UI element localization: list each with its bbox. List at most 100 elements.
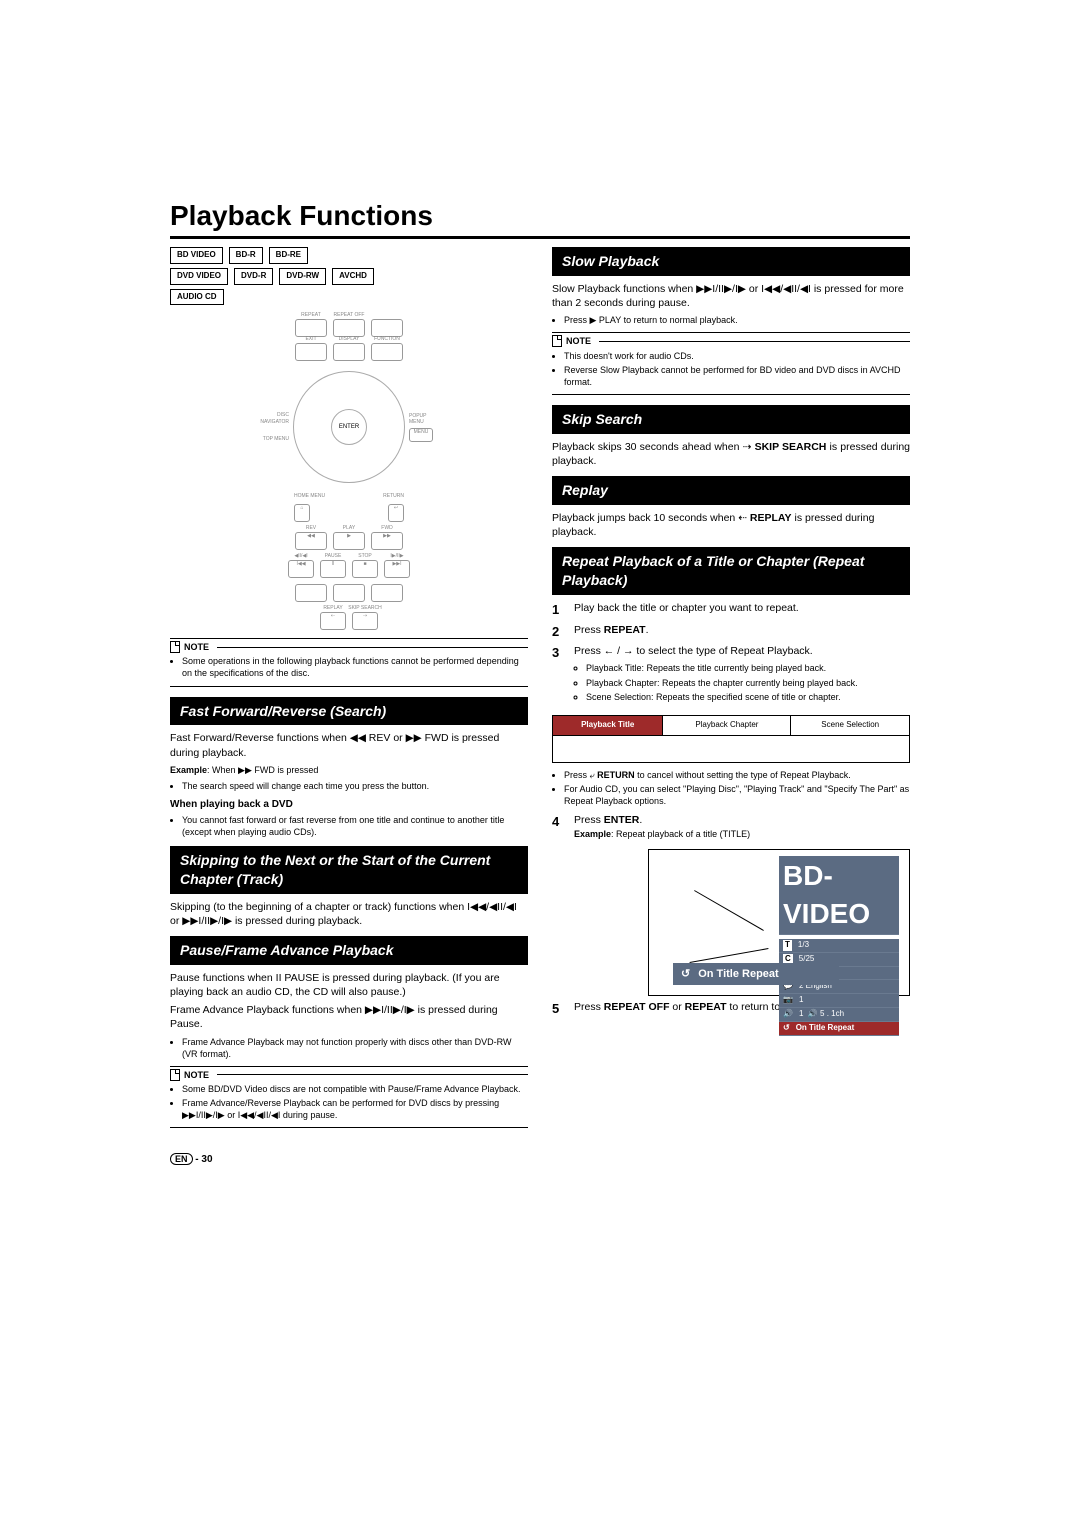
remote-btn-slowfwd: ▶▶I (384, 560, 410, 578)
remote-btn-blank (371, 584, 403, 602)
section-replay: Replay (552, 476, 910, 505)
remote-btn-menu: MENU (409, 428, 433, 442)
skip-para: Skipping (to the beginning of a chapter … (170, 900, 528, 928)
section-slow: Slow Playback (552, 247, 910, 276)
remote-btn-repeat (295, 319, 327, 337)
tab-playback-title: Playback Title (553, 715, 663, 735)
format-row-1: BD VIDEO BD-R BD-RE (170, 247, 528, 264)
note-label: NOTE (566, 335, 591, 347)
step: 2 Press REPEAT. (552, 623, 910, 641)
bullet: You cannot fast forward or fast reverse … (182, 814, 528, 838)
note-list: Some operations in the following playbac… (170, 655, 528, 679)
remote-btn-stop: ■ (352, 560, 378, 578)
step-num: 5 (552, 1000, 566, 1018)
note-icon (170, 641, 180, 653)
step-num: 4 (552, 813, 566, 841)
remote-btn-pause: II (320, 560, 346, 578)
tab-playback-chapter: Playback Chapter (663, 715, 791, 735)
format-row-3: AUDIO CD (170, 289, 528, 306)
note-item: Reverse Slow Playback cannot be performe… (564, 364, 910, 388)
step: 3 Press ← / → to select the type of Repe… (552, 644, 910, 709)
bullet: Playback Chapter: Repeats the chapter cu… (586, 677, 910, 689)
remote-btn-blank (295, 584, 327, 602)
repeat-tabs: Playback Title Playback Chapter Scene Se… (552, 715, 910, 763)
remote-label-topmenu: TOP MENU (259, 436, 289, 443)
section-skipsearch: Skip Search (552, 405, 910, 434)
right-column: Slow Playback Slow Playback functions wh… (552, 247, 910, 1138)
osd-banner: ↺ On Title Repeat (673, 963, 839, 986)
page-footer: EN - 30 (170, 1154, 910, 1165)
bullet: The search speed will change each time y… (182, 780, 528, 792)
ff-sub: When playing back a DVD (170, 798, 528, 812)
note-item: Frame Advance/Reverse Playback can be pe… (182, 1097, 528, 1121)
step-body: Press REPEAT. (574, 623, 910, 641)
note-header: NOTE (170, 638, 528, 653)
osd-panel: BD-VIDEO T1/3 C5/25 ⏱00 : 20 : 30 💬2 Eng… (779, 856, 899, 1035)
step: 1 Play back the title or chapter you wan… (552, 601, 910, 619)
remote-btn-fwd: ▶▶ (371, 532, 403, 550)
section-skip: Skipping to the Next or the Start of the… (170, 846, 528, 894)
format-tag: AUDIO CD (170, 289, 224, 306)
ff-bullets2: You cannot fast forward or fast reverse … (170, 814, 528, 838)
note-header: NOTE (552, 332, 910, 347)
banner-text: On Title Repeat (698, 967, 778, 982)
step-num: 3 (552, 644, 566, 709)
left-column: BD VIDEO BD-R BD-RE DVD VIDEO DVD-R DVD-… (170, 247, 528, 1138)
remote-label-discnav: DISC NAVIGATOR (259, 412, 289, 426)
step-list-2: 4 Press ENTER. Example: Repeat playback … (552, 813, 910, 841)
bullet: Press ▶ PLAY to return to normal playbac… (564, 314, 910, 326)
step-body: Press ENTER. Example: Repeat playback of… (574, 813, 910, 841)
skipsearch-para: Playback skips 30 seconds ahead when ⇢ S… (552, 440, 910, 468)
remote-btn-play: ▶ (333, 532, 365, 550)
format-tag: DVD-R (234, 268, 273, 285)
tab-scene-selection: Scene Selection (791, 715, 910, 735)
remote-enter: ENTER (331, 409, 367, 445)
bullet: Scene Selection: Repeats the specified s… (586, 691, 910, 703)
ff-example: Example: When ▶▶ FWD is pressed (170, 764, 528, 776)
osd-row: 🔊1 🔊 5 . 1ch (779, 1008, 899, 1022)
remote-label-return: RETURN (383, 493, 404, 500)
note-footer (552, 394, 910, 395)
repeat-icon: ↺ (681, 967, 690, 982)
note-list: This doesn't work for audio CDs. Reverse… (552, 350, 910, 388)
pause-bullets: Frame Advance Playback may not function … (170, 1036, 528, 1060)
note-header: NOTE (170, 1066, 528, 1081)
remote-btn-replay: ⇠ (320, 612, 346, 630)
section-repeat: Repeat Playback of a Title or Chapter (R… (552, 547, 910, 595)
section-ff: Fast Forward/Reverse (Search) (170, 697, 528, 726)
note-label: NOTE (184, 1069, 209, 1081)
slow-para: Slow Playback functions when ▶▶I/II▶/I▶ … (552, 282, 910, 310)
after-tabs-bullets: Press ⤶ RETURN to cancel without setting… (552, 769, 910, 807)
bullet: For Audio CD, you can select "Playing Di… (564, 783, 910, 807)
format-tag: AVCHD (332, 268, 374, 285)
format-row-2: DVD VIDEO DVD-R DVD-RW AVCHD (170, 268, 528, 285)
note-footer (170, 686, 528, 687)
remote-btn-slowrev: I◀◀ (288, 560, 314, 578)
note-label: NOTE (184, 641, 209, 653)
bullet: Playback Title: Repeats the title curren… (586, 662, 910, 674)
step-num: 1 (552, 601, 566, 619)
step-body: Play back the title or chapter you want … (574, 601, 910, 619)
slow-bullets: Press ▶ PLAY to return to normal playbac… (552, 314, 910, 326)
step-body: Press ← / → to select the type of Repeat… (574, 644, 910, 709)
page-title: Playback Functions (170, 200, 910, 232)
remote-btn-blank (371, 319, 403, 337)
bullet: Press ⤶ RETURN to cancel without setting… (564, 769, 910, 781)
step: 4 Press ENTER. Example: Repeat playback … (552, 813, 910, 841)
remote-btn-blank (333, 584, 365, 602)
note-item: Some operations in the following playbac… (182, 655, 528, 679)
remote-label-home: HOME MENU (294, 493, 325, 500)
play-icon (885, 858, 895, 870)
remote-btn-display (333, 343, 365, 361)
replay-para: Playback jumps back 10 seconds when ⇠ RE… (552, 511, 910, 539)
step-num: 2 (552, 623, 566, 641)
remote-diagram: DISC NAVIGATOR TOP MENU ENTER POPUP MENU… (264, 313, 434, 630)
format-tag: BD-R (229, 247, 263, 264)
osd-header: BD-VIDEO (779, 856, 899, 935)
remote-dpad: ENTER (293, 371, 405, 483)
bullet: Frame Advance Playback may not function … (182, 1036, 528, 1060)
remote-btn-repeatoff (333, 319, 365, 337)
format-tag: DVD-RW (279, 268, 326, 285)
ff-para: Fast Forward/Reverse functions when ◀◀ R… (170, 731, 528, 759)
rule (170, 236, 910, 239)
